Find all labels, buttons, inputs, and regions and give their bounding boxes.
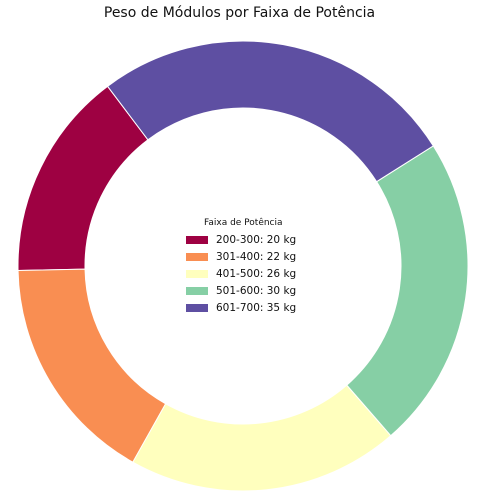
legend-item-200-300: 200-300: 20 kg [186, 231, 296, 248]
slice-501-600 [346, 145, 469, 437]
legend-swatch [186, 269, 208, 278]
legend: Faixa de Potência 200-300: 20 kg 301-400:… [186, 218, 296, 317]
legend-item-401-500: 401-500: 26 kg [186, 265, 296, 282]
legend-label: 601-700: 35 kg [216, 302, 297, 315]
chart-title: Peso de Módulos por Faixa de Potência [103, 5, 376, 21]
legend-item-301-400: 301-400: 22 kg [186, 248, 296, 265]
legend-label: 200-300: 20 kg [216, 233, 297, 246]
legend-label: 301-400: 22 kg [216, 250, 297, 263]
legend-label: 501-600: 30 kg [216, 285, 297, 298]
legend-label: 401-500: 26 kg [216, 267, 297, 280]
legend-title: Faixa de Potência [204, 218, 283, 228]
legend-swatch [186, 287, 208, 296]
legend-swatch [186, 235, 208, 244]
legend-item-601-700: 601-700: 35 kg [186, 300, 296, 317]
slice-401-500 [132, 384, 392, 492]
legend-swatch [186, 304, 208, 313]
legend-item-501-600: 501-600: 30 kg [186, 283, 296, 300]
legend-swatch [186, 252, 208, 261]
slice-301-400 [17, 268, 167, 463]
slice-601-700 [106, 40, 434, 183]
